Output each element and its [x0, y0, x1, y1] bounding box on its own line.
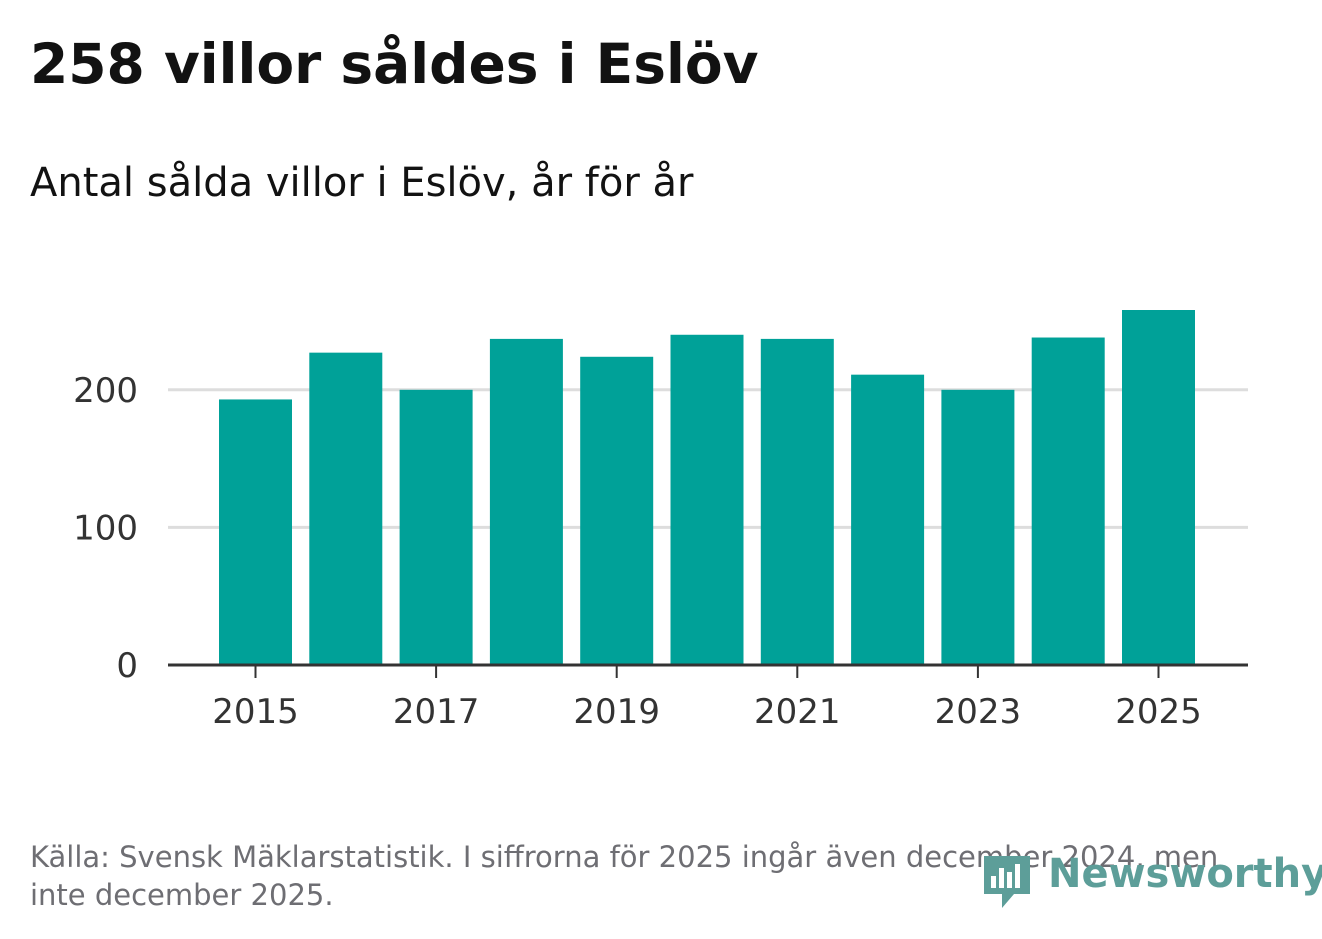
- bar-2025: [1122, 310, 1195, 665]
- x-tick-label: 2025: [1115, 692, 1202, 732]
- x-tick-label: 2021: [754, 692, 841, 732]
- bar-2021: [760, 338, 834, 665]
- newsworthy-logo: Newsworthy: [980, 850, 1322, 912]
- chart-bubble-icon: [984, 856, 1030, 908]
- bars: [219, 310, 1195, 665]
- y-tick-label: 0: [116, 646, 138, 686]
- axes: 0 100 200 2015 2017 2019 2021 2023 2025: [73, 371, 1248, 732]
- x-tick-label: 2015: [212, 692, 299, 732]
- x-tick-label: 2017: [393, 692, 480, 732]
- x-tick-label: 2023: [935, 692, 1022, 732]
- chart-title: 258 villor såldes i Eslöv: [30, 32, 759, 96]
- bar-2019: [580, 356, 654, 665]
- bar-2017: [399, 389, 473, 665]
- y-tick-label: 100: [73, 508, 138, 548]
- bar-2023: [941, 389, 1015, 665]
- bar-2018: [489, 338, 563, 665]
- bar-chart: 0 100 200 2015 2017 2019 2021 2023 2025: [73, 310, 1248, 732]
- x-tick-label: 2019: [573, 692, 660, 732]
- chart-subtitle: Antal sålda villor i Eslöv, år för år: [30, 160, 694, 206]
- bar-2024: [1031, 337, 1105, 665]
- y-tick-label: 200: [73, 371, 138, 411]
- bar-2016: [309, 352, 383, 665]
- bar-2015: [219, 399, 292, 665]
- brand-name: Newsworthy: [1048, 851, 1322, 897]
- bar-2022: [851, 374, 925, 665]
- bar-2020: [670, 334, 744, 665]
